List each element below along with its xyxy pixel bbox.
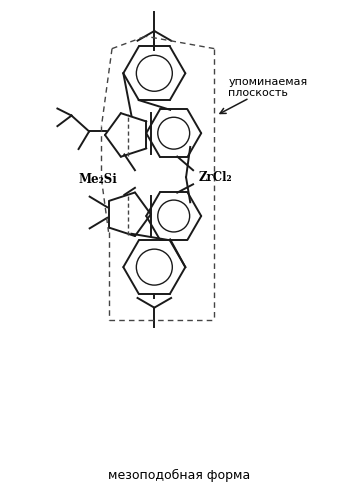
Text: Me₂Si: Me₂Si [78,173,117,186]
Text: упоминаемая
плоскость: упоминаемая плоскость [228,76,308,98]
Text: мезоподобная форма: мезоподобная форма [108,469,250,482]
Text: ZrCl₂: ZrCl₂ [198,171,232,184]
